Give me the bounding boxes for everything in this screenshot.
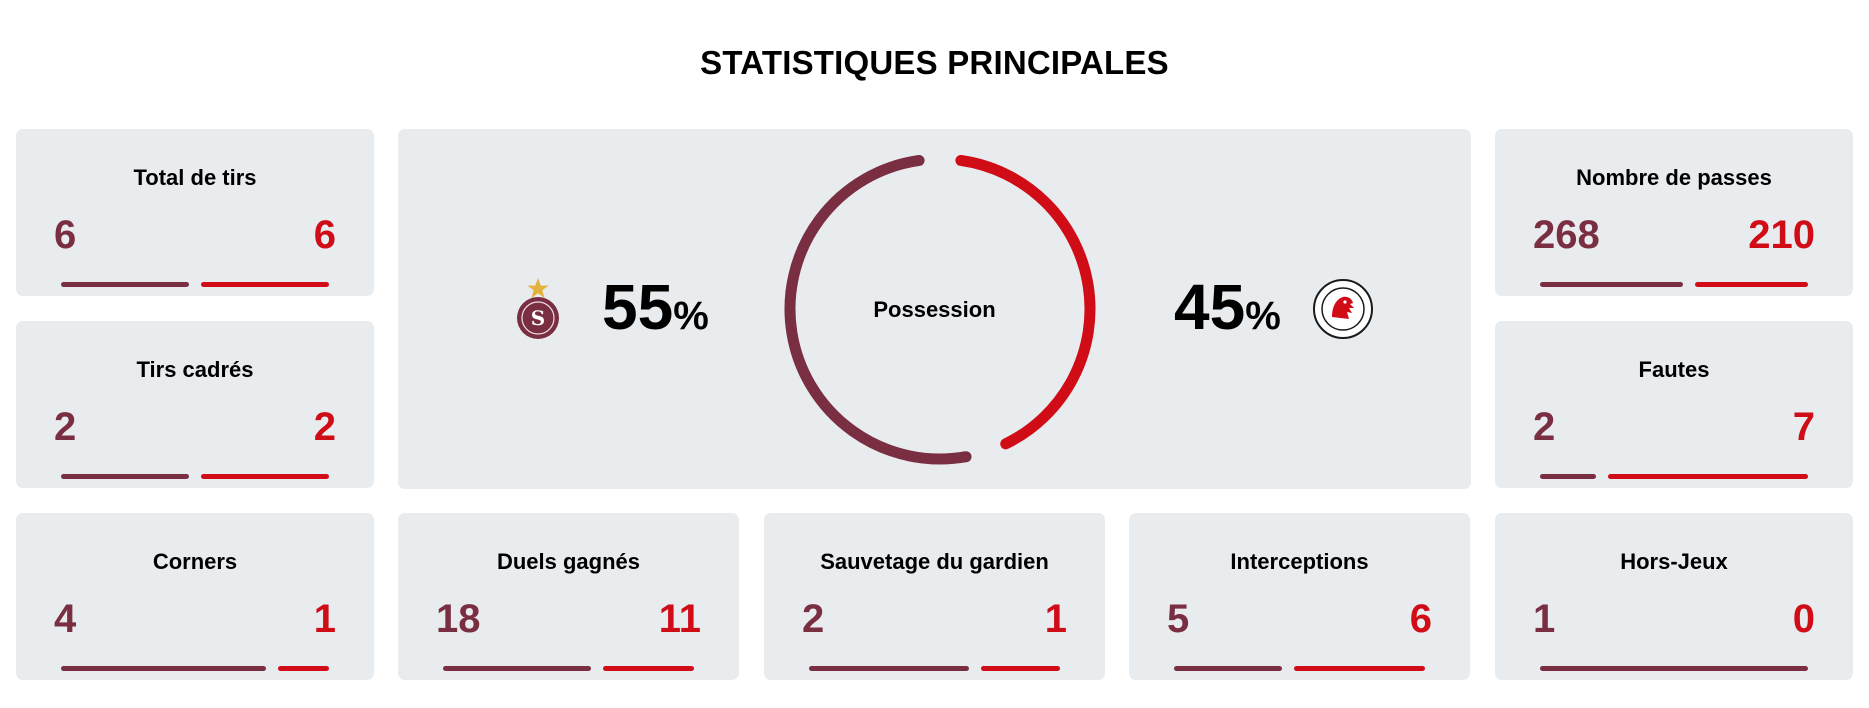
stat-card-fautes: Fautes 2 7 bbox=[1495, 321, 1853, 488]
stat-label: Total de tirs bbox=[133, 165, 257, 190]
away-bar bbox=[277, 666, 329, 671]
stat-label: Fautes bbox=[1638, 357, 1710, 382]
stat-label: Duels gagnés bbox=[496, 549, 641, 574]
stat-card-sauvetage: Sauvetage du gardien 2 1 bbox=[764, 513, 1105, 680]
away-value: 2 bbox=[313, 405, 336, 449]
home-value: 1 bbox=[1533, 597, 1556, 641]
away-value: 1 bbox=[1044, 597, 1067, 641]
page-title: STATISTIQUES PRINCIPALES bbox=[700, 44, 1169, 81]
away-bar bbox=[1608, 474, 1808, 479]
stat-label: Interceptions bbox=[1230, 549, 1369, 574]
home-bar bbox=[61, 282, 189, 287]
home-bar bbox=[1174, 666, 1282, 671]
away-possession-value: 45 bbox=[1174, 271, 1246, 343]
stat-label: Nombre de passes bbox=[1576, 165, 1772, 190]
stat-card-hors-jeux: Hors-Jeux 1 0 bbox=[1495, 513, 1853, 680]
stat-card-total-tirs: Total de tirs 6 6 bbox=[16, 129, 374, 296]
away-bar bbox=[201, 282, 329, 287]
home-value: 2 bbox=[54, 405, 77, 449]
away-bar bbox=[603, 666, 694, 671]
stat-card-interceptions: Interceptions 5 6 bbox=[1129, 513, 1470, 680]
home-possession-value: 55 bbox=[602, 271, 674, 343]
away-value: 7 bbox=[1792, 405, 1815, 449]
away-value: 6 bbox=[1409, 597, 1432, 641]
stat-card-corners: Corners 4 1 bbox=[16, 513, 374, 680]
home-value: 2 bbox=[802, 597, 825, 641]
away-value: 6 bbox=[313, 213, 336, 257]
home-bar bbox=[1540, 474, 1597, 479]
home-value: 2 bbox=[1533, 405, 1556, 449]
home-bar bbox=[1540, 282, 1684, 287]
home-bar bbox=[1540, 666, 1808, 671]
away-possession: 45% bbox=[1174, 275, 1281, 339]
home-possession-unit: % bbox=[673, 294, 709, 338]
stat-label: Tirs cadrés bbox=[136, 357, 254, 382]
winterthur-crest-icon bbox=[1313, 279, 1373, 339]
possession-label: Possession bbox=[873, 297, 996, 322]
away-bar bbox=[1293, 666, 1425, 671]
stat-card-tirs-cadres: Tirs cadrés 2 2 bbox=[16, 321, 374, 488]
home-bar bbox=[61, 666, 266, 671]
away-value: 1 bbox=[313, 597, 336, 641]
stat-label: Sauvetage du gardien bbox=[820, 549, 1049, 574]
home-bar bbox=[61, 474, 189, 479]
home-possession: 55% bbox=[602, 275, 709, 339]
home-value: 6 bbox=[54, 213, 77, 257]
away-value: 210 bbox=[1748, 213, 1815, 257]
away-bar bbox=[1695, 282, 1808, 287]
away-value: 11 bbox=[658, 597, 701, 641]
stat-card-nombre-passes: Nombre de passes 268 210 bbox=[1495, 129, 1853, 296]
home-value: 18 bbox=[436, 597, 481, 641]
svg-text:S: S bbox=[531, 306, 545, 330]
stat-label: Corners bbox=[152, 549, 238, 574]
home-bar bbox=[809, 666, 970, 671]
home-possession-arc bbox=[784, 154, 972, 465]
home-value: 4 bbox=[54, 597, 77, 641]
home-bar bbox=[443, 666, 592, 671]
away-possession-unit: % bbox=[1245, 294, 1281, 338]
possession-card: S 55% Possession 45% bbox=[398, 129, 1471, 489]
servette-crest-icon: S bbox=[517, 278, 559, 339]
stat-label: Hors-Jeux bbox=[1620, 549, 1728, 574]
stat-card-duels: Duels gagnés 18 11 bbox=[398, 513, 739, 680]
away-value: 0 bbox=[1792, 597, 1815, 641]
home-value: 5 bbox=[1167, 597, 1190, 641]
away-bar bbox=[981, 666, 1060, 671]
possession-donut bbox=[784, 154, 1096, 465]
home-value: 268 bbox=[1533, 213, 1600, 257]
away-bar bbox=[201, 474, 329, 479]
away-possession-arc bbox=[955, 154, 1096, 450]
